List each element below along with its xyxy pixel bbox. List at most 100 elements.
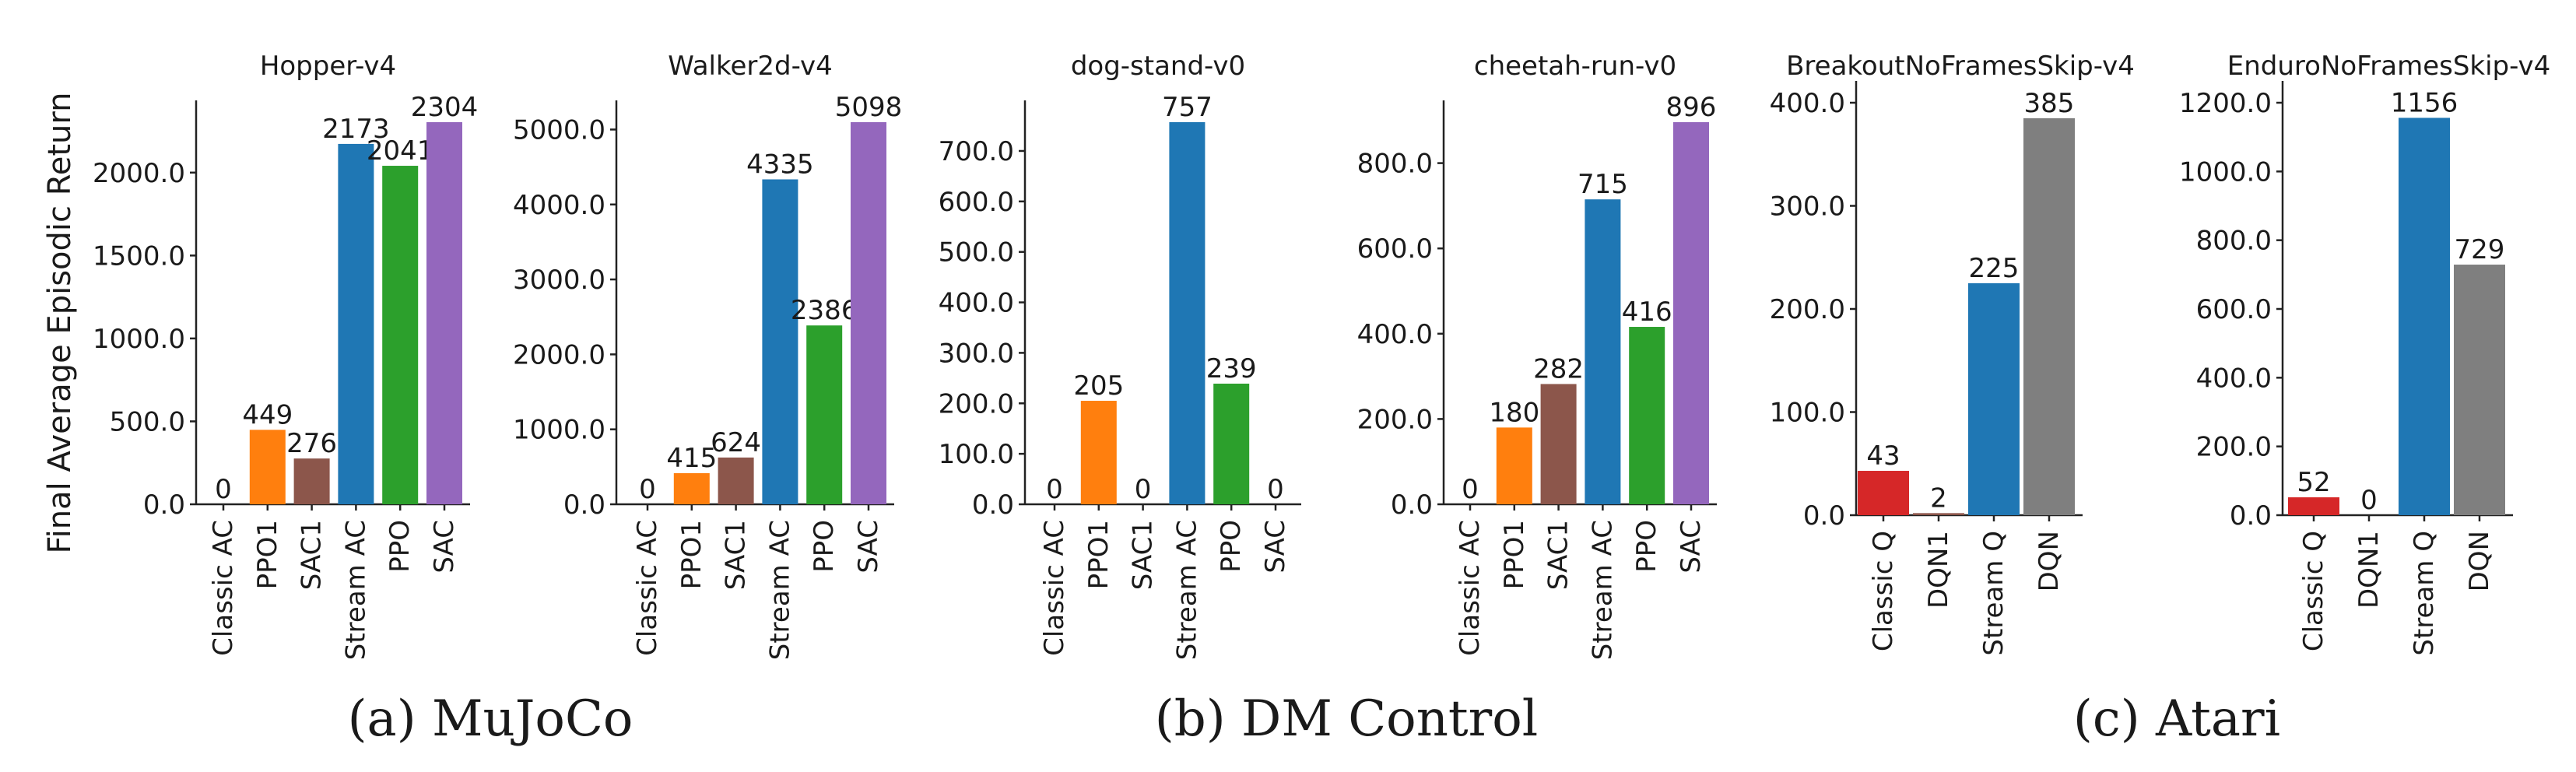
bar-dqn	[2023, 118, 2075, 515]
y-tick-label: 0.0	[143, 490, 185, 521]
y-tick-label: 0.0	[1391, 490, 1433, 521]
category-label: PPO1	[1083, 520, 1114, 589]
bar-sac	[426, 122, 462, 504]
value-label: 5098	[835, 92, 903, 123]
y-tick-label: 200.0	[939, 388, 1014, 419]
y-tick-label: 0.0	[2230, 500, 2272, 532]
category-label: Stream AC	[764, 520, 795, 660]
bar-ppo	[1213, 383, 1250, 504]
bar-ppo	[1629, 327, 1665, 504]
category-label: SAC	[429, 520, 460, 574]
caption-atari: (c) Atari	[2073, 690, 2280, 748]
y-tick-label: 5000.0	[513, 114, 605, 146]
panel-title: EnduroNoFramesSkip-v4	[2227, 51, 2551, 82]
value-label: 180	[1489, 397, 1539, 428]
bar-stream-ac	[338, 143, 374, 504]
y-tick-label: 200.0	[1770, 294, 1845, 325]
bar-stream-ac	[1585, 199, 1621, 504]
y-tick-label: 400.0	[1357, 319, 1433, 350]
bar-classic-q	[2288, 497, 2339, 515]
y-tick-label: 600.0	[2196, 294, 2272, 325]
y-tick-label: 0.0	[563, 490, 605, 521]
category-label: Stream AC	[1171, 520, 1202, 660]
value-label: 715	[1578, 169, 1628, 200]
value-label: 52	[2297, 467, 2330, 498]
y-tick-label: 400.0	[2196, 363, 2272, 394]
category-label: Stream Q	[1978, 531, 2009, 656]
y-tick-label: 2000.0	[93, 158, 185, 189]
chart-panel-5: EnduroNoFramesSkip-v4 0.0 200.0 400.0 600.0 8…	[2179, 51, 2550, 656]
y-tick-label: 4000.0	[513, 190, 605, 221]
value-label: 2386	[791, 295, 858, 326]
y-tick-label: 1000.0	[93, 324, 185, 355]
bar-ppo	[806, 325, 843, 504]
y-tick-label: 1000.0	[513, 415, 605, 446]
category-label: PPO	[809, 520, 840, 573]
y-tick-label: 3000.0	[513, 265, 605, 296]
category-label: SAC	[853, 520, 884, 574]
value-label: 415	[666, 443, 717, 474]
y-tick-label: 800.0	[1357, 149, 1433, 180]
category-label: PPO	[1631, 520, 1662, 573]
value-label: 0	[2360, 485, 2378, 516]
caption-dm-control: (b) DM Control	[1155, 690, 1538, 748]
category-label: SAC	[1260, 520, 1291, 574]
value-label: 225	[1969, 253, 2020, 284]
y-tick-label: 200.0	[1357, 404, 1433, 435]
y-tick-label: 100.0	[1770, 398, 1845, 429]
bar-classic-q	[1858, 471, 1909, 515]
chart-panel-4: BreakoutNoFramesSkip-v4 0.0 100.0 200.0 300.…	[1770, 51, 2135, 656]
category-label: Classic AC	[1455, 520, 1486, 656]
y-tick-label: 1000.0	[2179, 156, 2272, 188]
caption-mujoco: (a) MuJoCo	[348, 690, 633, 748]
y-tick-label: 600.0	[939, 187, 1014, 218]
bar-ppo1	[673, 473, 710, 504]
y-tick-label: 1500.0	[93, 240, 185, 272]
bar-dqn	[2454, 265, 2505, 515]
y-tick-label: 500.0	[939, 237, 1014, 268]
bar-dqn1	[1913, 513, 1964, 515]
category-label: DQN	[2034, 531, 2065, 591]
y-axis-label: Final Average Episodic Return	[42, 93, 78, 554]
category-label: SAC1	[721, 520, 752, 590]
value-label: 896	[1666, 92, 1717, 123]
value-label: 0	[1267, 474, 1284, 505]
bar-sac	[851, 122, 886, 504]
chart-panel-1: Walker2d-v4 0.0 1000.0 2000.0 3000.0 4000.0 50…	[513, 51, 902, 660]
value-label: 276	[286, 428, 337, 459]
y-tick-label: 600.0	[1357, 233, 1433, 265]
value-label: 2304	[411, 92, 479, 123]
y-tick-label: 400.0	[1770, 88, 1845, 119]
value-label: 624	[711, 427, 761, 458]
category-label: PPO1	[1499, 520, 1530, 589]
value-label: 0	[1135, 474, 1152, 505]
y-tick-label: 400.0	[939, 288, 1014, 319]
category-label: Stream AC	[340, 520, 371, 660]
y-tick-label: 2000.0	[513, 339, 605, 370]
value-label: 416	[1622, 297, 1672, 328]
value-label: 0	[1462, 474, 1479, 505]
category-label: Stream AC	[1587, 520, 1618, 660]
value-label: 1156	[2391, 87, 2458, 118]
bar-sac1	[293, 458, 330, 504]
panel-title: Walker2d-v4	[668, 51, 832, 82]
y-tick-label: 0.0	[972, 490, 1014, 521]
bar-stream-q	[2399, 118, 2450, 515]
value-label: 43	[1866, 440, 1900, 472]
bar-stream-q	[1968, 282, 2020, 515]
value-label: 4335	[746, 149, 814, 180]
value-label: 729	[2455, 234, 2505, 265]
panel-title: dog-stand-v0	[1071, 51, 1245, 82]
category-label: Classic AC	[632, 520, 663, 656]
panel-title: cheetah-run-v0	[1474, 51, 1676, 82]
y-tick-label: 500.0	[110, 406, 185, 437]
bar-ppo1	[249, 430, 286, 504]
value-label: 449	[242, 399, 293, 430]
category-label: PPO	[384, 520, 416, 573]
category-label: PPO1	[252, 520, 283, 589]
category-label: PPO1	[676, 520, 707, 589]
bar-stream-ac	[1169, 122, 1206, 504]
value-label: 2173	[322, 114, 390, 145]
panel-title: Hopper-v4	[260, 51, 396, 82]
chart-panel-0: Hopper-v4 0.0 500.0 1000.0 1500.0 2000.0 0 Clas…	[93, 51, 478, 660]
